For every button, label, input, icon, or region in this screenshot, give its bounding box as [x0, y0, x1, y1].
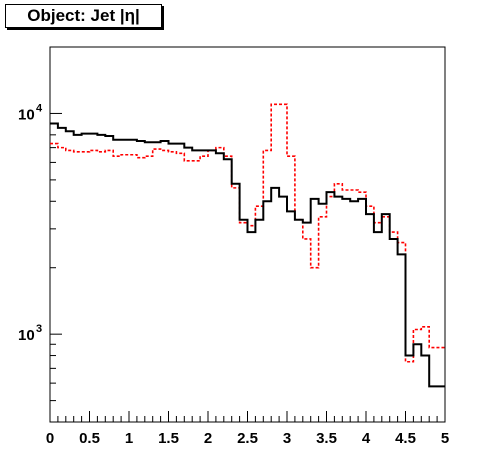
y-tick-label: 10 — [18, 327, 35, 344]
x-tick-label: 4 — [362, 430, 371, 447]
y-tick-label: 10 — [18, 106, 35, 123]
x-tick-label: 5 — [441, 430, 449, 447]
y-tick-exponent: 4 — [36, 102, 43, 114]
histogram-series-black-solid — [50, 122, 445, 388]
x-tick-label: 0 — [46, 430, 54, 447]
plot-frame — [49, 46, 446, 423]
x-tick-label: 1.5 — [158, 430, 179, 447]
x-tick-label: 4.5 — [395, 430, 416, 447]
x-tick-label: 1 — [125, 430, 133, 447]
x-tick-label: 2.5 — [237, 430, 258, 447]
x-tick-label: 3.5 — [316, 430, 337, 447]
chart-title: Object: Jet |η| — [5, 4, 162, 28]
x-tick-label: 2 — [204, 430, 212, 447]
x-tick-label: 0.5 — [79, 430, 100, 447]
x-tick-label: 3 — [283, 430, 291, 447]
y-tick-exponent: 3 — [36, 323, 42, 335]
